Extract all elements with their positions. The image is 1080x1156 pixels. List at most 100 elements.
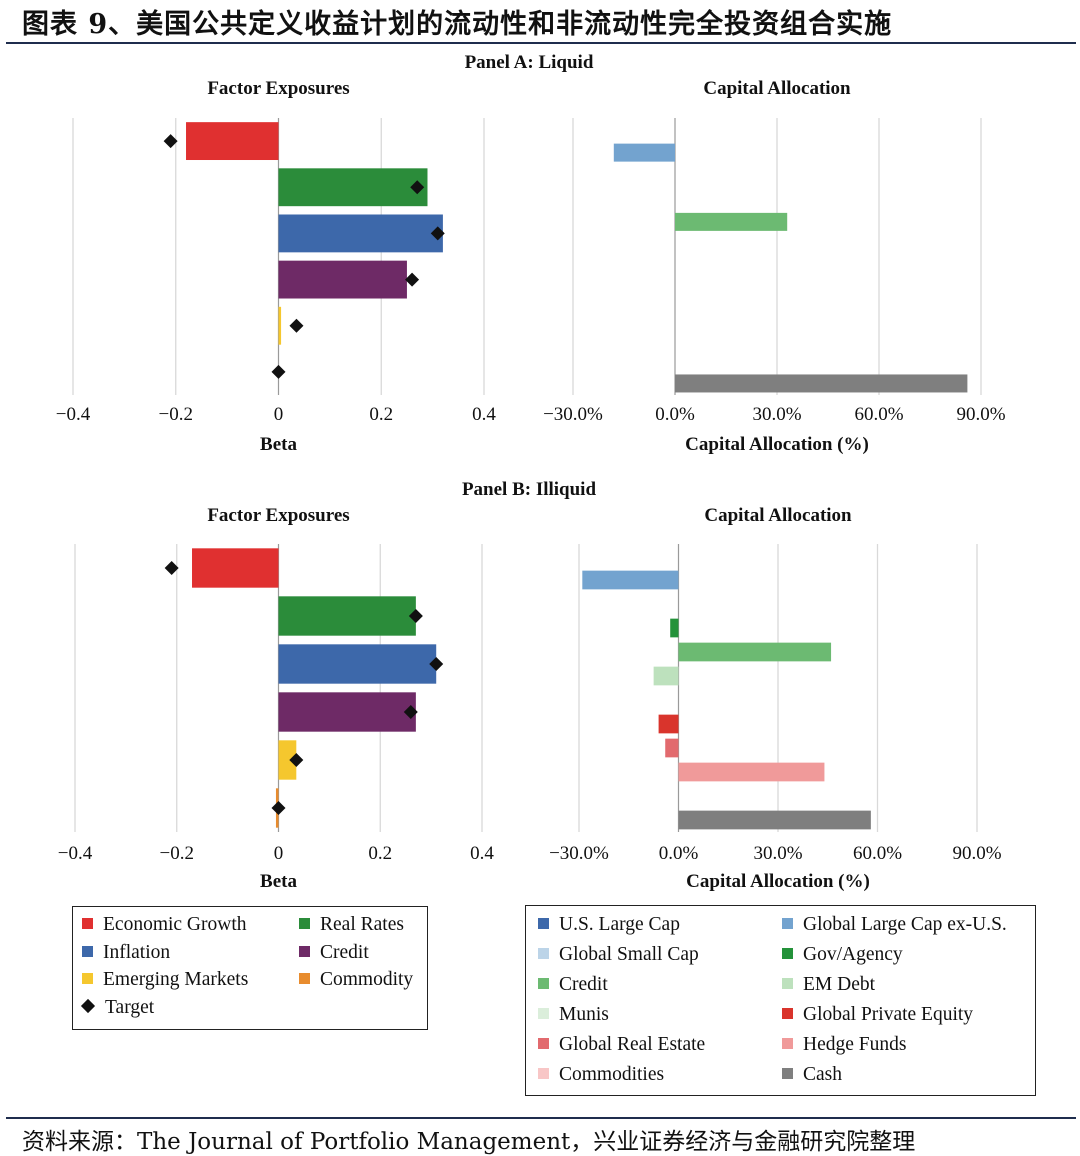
legend-swatch	[782, 978, 793, 989]
x-tick-label: 90.0%	[952, 843, 1001, 864]
x-tick-label: −30.0%	[543, 404, 603, 425]
legend-diamond-icon	[80, 998, 96, 1013]
x-axis-label: Capital Allocation (%)	[685, 434, 869, 455]
bar-gov-agency	[670, 618, 679, 638]
bar-inflation	[278, 214, 443, 253]
legend-label: Commodity	[320, 969, 414, 990]
target-marker	[289, 753, 304, 767]
legend-item: Emerging Markets	[82, 969, 248, 991]
x-tick-label: 0.2	[369, 404, 393, 425]
legend-label: Global Private Equity	[803, 1004, 974, 1025]
legend-label: Gov/Agency	[803, 944, 903, 965]
legend-item: Global Small Cap	[538, 944, 699, 966]
x-axis-label: Capital Allocation (%)	[686, 871, 870, 892]
bar-global-large-cap-ex-u-s-	[582, 570, 679, 590]
x-tick-label: 60.0%	[854, 404, 903, 425]
chart-title: Capital Allocation	[703, 78, 851, 99]
legend-swatch	[782, 918, 793, 929]
legend-swatch	[299, 918, 310, 929]
target-marker	[405, 272, 420, 287]
legend-item: Global Real Estate	[538, 1034, 705, 1056]
legend-label: Global Small Cap	[559, 944, 699, 965]
bar-emerging-markets	[278, 740, 297, 780]
x-tick-label: 0.0%	[655, 404, 695, 425]
legend-item: Munis	[538, 1004, 609, 1026]
bar-inflation	[278, 644, 437, 684]
bar-credit	[278, 260, 407, 299]
legend-item: Cash	[782, 1064, 842, 1086]
legend-label: Global Real Estate	[559, 1034, 706, 1055]
legend-swatch	[538, 1008, 549, 1019]
x-tick-label: −0.4	[56, 404, 91, 425]
bar-economic-growth	[186, 122, 279, 161]
x-tick-label: 0.4	[472, 404, 496, 425]
legend-label: Cash	[803, 1064, 842, 1085]
bar-emerging-markets	[278, 306, 282, 345]
allocation-legend: U.S. Large Cap Global Large Cap ex-U.S. Gl…	[525, 905, 1036, 1096]
x-tick-label: 30.0%	[753, 843, 802, 864]
legend-item: Gov/Agency	[782, 944, 903, 966]
legend-item: Credit	[299, 942, 369, 964]
x-tick-label: 0.4	[470, 843, 494, 864]
target-marker	[164, 561, 179, 575]
panel-title: Panel B: Illiquid	[462, 479, 597, 500]
x-tick-label: 90.0%	[956, 404, 1005, 425]
bar-credit	[678, 642, 832, 662]
legend-label: U.S. Large Cap	[559, 914, 680, 935]
legend-label: Credit	[320, 941, 369, 963]
bar-hedge-funds	[678, 762, 825, 782]
legend-label: Munis	[559, 1004, 609, 1025]
legend-label: Commodities	[559, 1064, 665, 1085]
target-marker	[408, 609, 423, 623]
figure-title: 图表 9、美国公共定义收益计划的流动性和非流动性完全投资组合实施	[22, 9, 893, 40]
legend-swatch	[782, 1008, 793, 1019]
legend-label: Economic Growth	[103, 914, 247, 935]
legend-swatch	[538, 1068, 549, 1079]
chart-title: Factor Exposures	[207, 505, 349, 526]
x-tick-label: −0.2	[160, 843, 194, 864]
x-tick-label: 60.0%	[853, 843, 902, 864]
bar-global-private-equity	[658, 714, 679, 734]
legend-item: U.S. Large Cap	[538, 914, 680, 936]
legend-label: Hedge Funds	[803, 1034, 907, 1055]
legend-item: Global Large Cap ex-U.S.	[782, 914, 1007, 936]
target-marker	[430, 226, 445, 241]
bar-credit	[675, 212, 788, 231]
x-tick-label: 0.0%	[659, 843, 699, 864]
source-note: 资料来源：The Journal of Portfolio Management…	[22, 1129, 916, 1155]
x-tick-label: −30.0%	[549, 843, 609, 864]
target-marker	[271, 801, 286, 815]
legend-label: Target	[105, 996, 155, 1018]
chart-title: Factor Exposures	[207, 78, 349, 99]
bar-credit	[278, 692, 416, 732]
target-marker	[271, 364, 286, 379]
legend-item: EM Debt	[782, 974, 875, 996]
legend-item: Credit	[538, 974, 608, 996]
target-marker	[403, 705, 418, 719]
legend-swatch	[299, 945, 310, 957]
target-marker	[410, 180, 425, 195]
legend-swatch	[782, 1068, 793, 1079]
legend-swatch	[538, 918, 549, 929]
bar-real-rates	[278, 168, 428, 207]
legend-item: Economic Growth	[82, 914, 247, 936]
panel-title: Panel A: Liquid	[465, 52, 594, 73]
bar-global-real-estate	[665, 738, 679, 758]
target-marker	[429, 657, 444, 671]
chart-title: Capital Allocation	[704, 505, 852, 526]
legend-swatch	[82, 918, 93, 929]
legend-label: Emerging Markets	[103, 969, 249, 990]
legend-swatch	[782, 1038, 793, 1049]
legend-swatch	[782, 948, 793, 959]
legend-item: Commodity	[299, 969, 413, 991]
legend-label: Credit	[559, 974, 608, 995]
x-tick-label: 30.0%	[752, 404, 801, 425]
legend-swatch	[299, 973, 310, 984]
bar-economic-growth	[192, 548, 279, 588]
x-tick-label: 0	[274, 404, 284, 425]
legend-swatch	[538, 948, 549, 959]
legend-item: Target	[80, 996, 155, 1019]
x-tick-label: 0	[274, 843, 284, 864]
legend-swatch	[538, 978, 549, 989]
